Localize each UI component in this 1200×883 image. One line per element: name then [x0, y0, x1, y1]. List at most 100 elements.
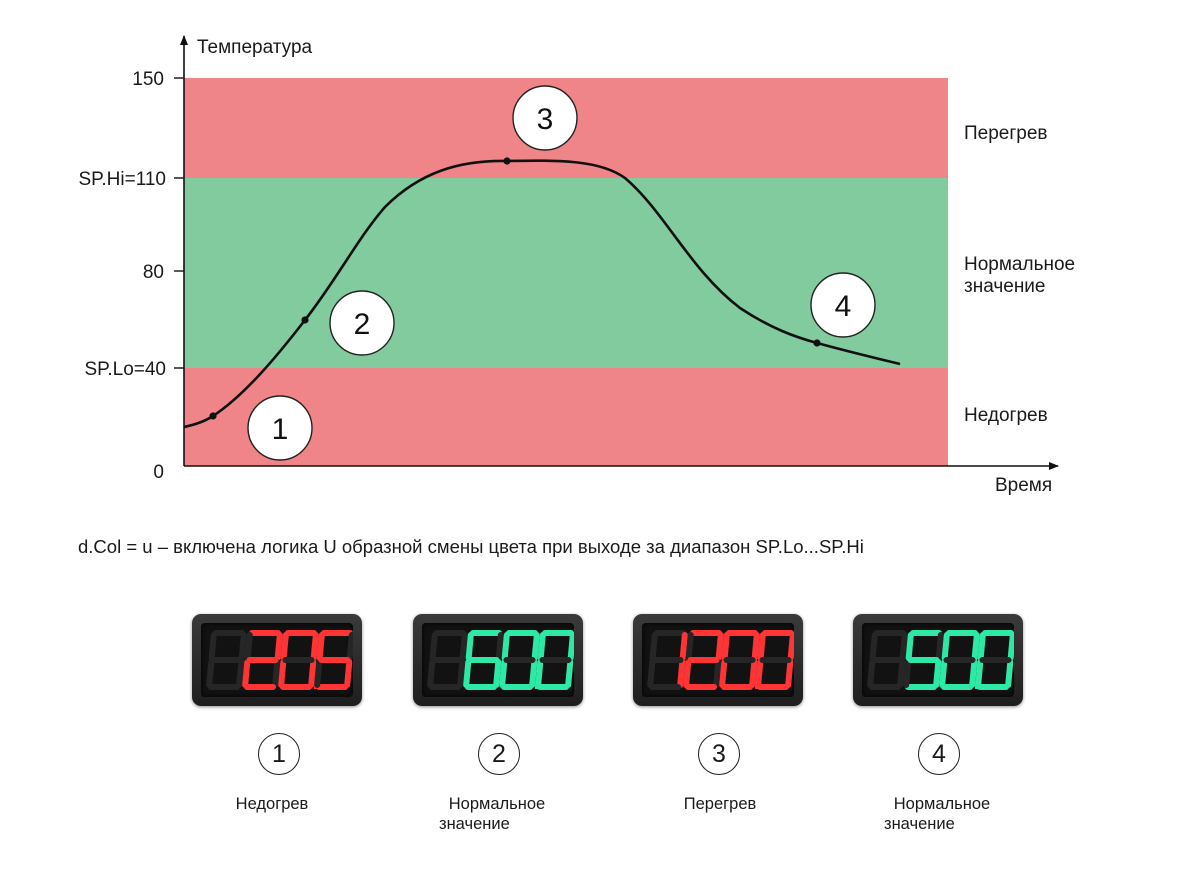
indicator-label-line2: значение	[439, 815, 510, 833]
segment-unlit	[238, 632, 247, 661]
segment-lit	[344, 659, 353, 688]
callout-1: 1	[247, 395, 313, 461]
segment-lit	[975, 659, 984, 688]
segment-lit	[787, 632, 794, 661]
indicator-number-4: 4	[918, 733, 960, 775]
segment-lit	[280, 632, 289, 661]
indicator-label-line: Нормальное	[448, 795, 546, 813]
segment-lit	[493, 659, 502, 688]
segment-lit	[757, 632, 766, 661]
indicator-label-line2: значение	[884, 815, 955, 833]
segment-unlit	[899, 632, 908, 661]
y-tick-label: 80	[143, 262, 164, 283]
underheat-zone	[184, 368, 948, 466]
display-screen	[642, 623, 794, 697]
segment-unlit	[685, 632, 694, 661]
curve-point-4	[813, 339, 821, 347]
segment-lit	[905, 632, 914, 661]
callout-4: 4	[810, 272, 876, 338]
segment-lit	[567, 632, 574, 661]
segment-lit	[535, 659, 544, 688]
indicator-label-3: Перегрев	[620, 794, 820, 814]
zone-label-normal: Нормальное	[964, 254, 1075, 275]
segment-lit	[310, 632, 319, 661]
segment-lit	[971, 632, 980, 661]
display-screen	[862, 623, 1014, 697]
indicator-label-line: Нормальное	[893, 795, 991, 813]
callout-number: 4	[835, 290, 852, 323]
x-axis-label: Время	[995, 475, 1052, 496]
segment-lit	[715, 632, 724, 661]
segment-lit	[463, 659, 472, 688]
y-axis-label: Температура	[197, 37, 313, 58]
indicator-number-3: 3	[698, 733, 740, 775]
y-tick-label: 150	[132, 69, 164, 90]
segment-lit	[308, 659, 317, 688]
segment-unlit	[897, 659, 906, 688]
callout-number: 1	[272, 413, 289, 446]
segment-lit	[274, 632, 283, 661]
indicator-label-line: Перегрев	[683, 795, 757, 813]
segment-lit	[1005, 659, 1014, 688]
segment-lit	[565, 659, 574, 688]
segment-lit	[969, 659, 978, 688]
zone-label-overheat: Перегрев	[964, 123, 1048, 144]
indicator-label-1: Недогрев	[172, 794, 372, 814]
segment-unlit	[314, 659, 323, 688]
segment-unlit	[208, 632, 217, 661]
segment-lit	[531, 632, 540, 661]
indicator-display-4	[853, 614, 1023, 706]
zone-label-underheat: Недогрев	[964, 405, 1048, 426]
indicator-label-4: Нормальное значение	[842, 794, 1042, 834]
segment-lit	[785, 659, 794, 688]
segment-lit	[537, 632, 546, 661]
normal-zone	[184, 178, 948, 368]
indicator-display-1	[192, 614, 362, 706]
segment-lit	[751, 632, 760, 661]
segment-lit	[677, 659, 686, 688]
temperature-zone-diagram: Температура Время 150 SP.Hi=110 80 SP.Lo…	[78, 35, 1075, 496]
callout-number: 3	[537, 103, 554, 136]
segment-unlit	[713, 659, 722, 688]
zone-label-normal-line2: значение	[964, 276, 1046, 297]
segment-lit	[499, 659, 508, 688]
curve-point-2	[301, 316, 309, 324]
segment-lit	[316, 632, 325, 661]
seven-segment-readout	[867, 630, 1014, 690]
segment-unlit	[206, 659, 215, 688]
segment-lit	[721, 632, 730, 661]
segment-lit	[977, 632, 986, 661]
display-screen	[201, 623, 353, 697]
indicator-display-3	[633, 614, 803, 706]
seven-segment-readout	[647, 630, 794, 690]
y-tick-label-origin: 0	[153, 462, 164, 483]
indicator-number-1: 1	[258, 733, 300, 775]
indicator-label-2: Нормальное значение	[397, 794, 597, 834]
segment-unlit	[236, 659, 245, 688]
segment-lit	[529, 659, 538, 688]
seven-segment-readout	[427, 630, 574, 690]
segment-unlit	[272, 659, 281, 688]
callout-number: 2	[354, 308, 371, 341]
segment-unlit	[459, 632, 468, 661]
segment-lit	[679, 632, 688, 661]
seven-segment-readout	[206, 630, 353, 690]
segment-lit	[941, 632, 950, 661]
color-logic-caption: d.Col = u – включена логика U образной с…	[78, 536, 864, 557]
y-tick-label-sp-lo: SP.Lo=40	[84, 359, 166, 380]
indicator-label-line: Недогрев	[235, 795, 309, 813]
segment-unlit	[869, 632, 878, 661]
curve-point-1	[209, 412, 217, 420]
callout-3: 3	[512, 85, 578, 151]
segment-unlit	[429, 632, 438, 661]
segment-lit	[749, 659, 758, 688]
segment-lit	[1007, 632, 1014, 661]
segment-unlit	[903, 659, 912, 688]
indicator-number-2: 2	[478, 733, 520, 775]
segment-lit	[465, 632, 474, 661]
y-tick-label-sp-hi: SP.Hi=110	[78, 169, 166, 190]
segment-lit	[501, 632, 510, 661]
indicator-display-2	[413, 614, 583, 706]
segment-unlit	[495, 632, 504, 661]
segment-lit	[719, 659, 728, 688]
